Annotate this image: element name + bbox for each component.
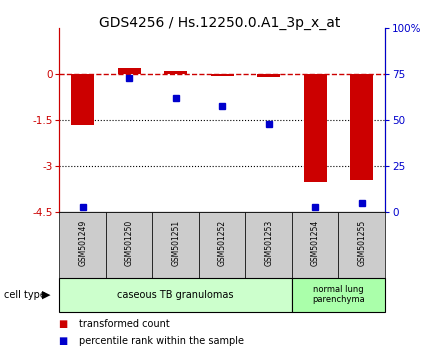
Text: ■: ■ <box>59 336 72 346</box>
Text: GDS4256 / Hs.12250.0.A1_3p_x_at: GDS4256 / Hs.12250.0.A1_3p_x_at <box>99 16 341 30</box>
Bar <box>117 68 141 74</box>
Text: cell type: cell type <box>4 290 46 300</box>
Text: GSM501254: GSM501254 <box>311 220 320 267</box>
Text: GSM501250: GSM501250 <box>125 220 134 267</box>
Text: percentile rank within the sample: percentile rank within the sample <box>79 336 244 346</box>
Bar <box>350 74 374 180</box>
Text: ▶: ▶ <box>42 290 50 300</box>
Bar <box>211 74 234 76</box>
Text: GSM501253: GSM501253 <box>264 220 273 267</box>
Text: ■: ■ <box>59 319 72 329</box>
Bar <box>164 71 187 74</box>
Text: GSM501249: GSM501249 <box>78 220 87 267</box>
Bar <box>304 74 327 182</box>
Text: transformed count: transformed count <box>79 319 170 329</box>
Text: normal lung
parenchyma: normal lung parenchyma <box>312 285 365 304</box>
Text: caseous TB granulomas: caseous TB granulomas <box>117 290 234 300</box>
Text: GSM501255: GSM501255 <box>357 220 366 267</box>
Bar <box>71 74 94 125</box>
Text: GSM501252: GSM501252 <box>218 220 227 267</box>
Bar <box>257 74 280 77</box>
Text: GSM501251: GSM501251 <box>171 220 180 267</box>
